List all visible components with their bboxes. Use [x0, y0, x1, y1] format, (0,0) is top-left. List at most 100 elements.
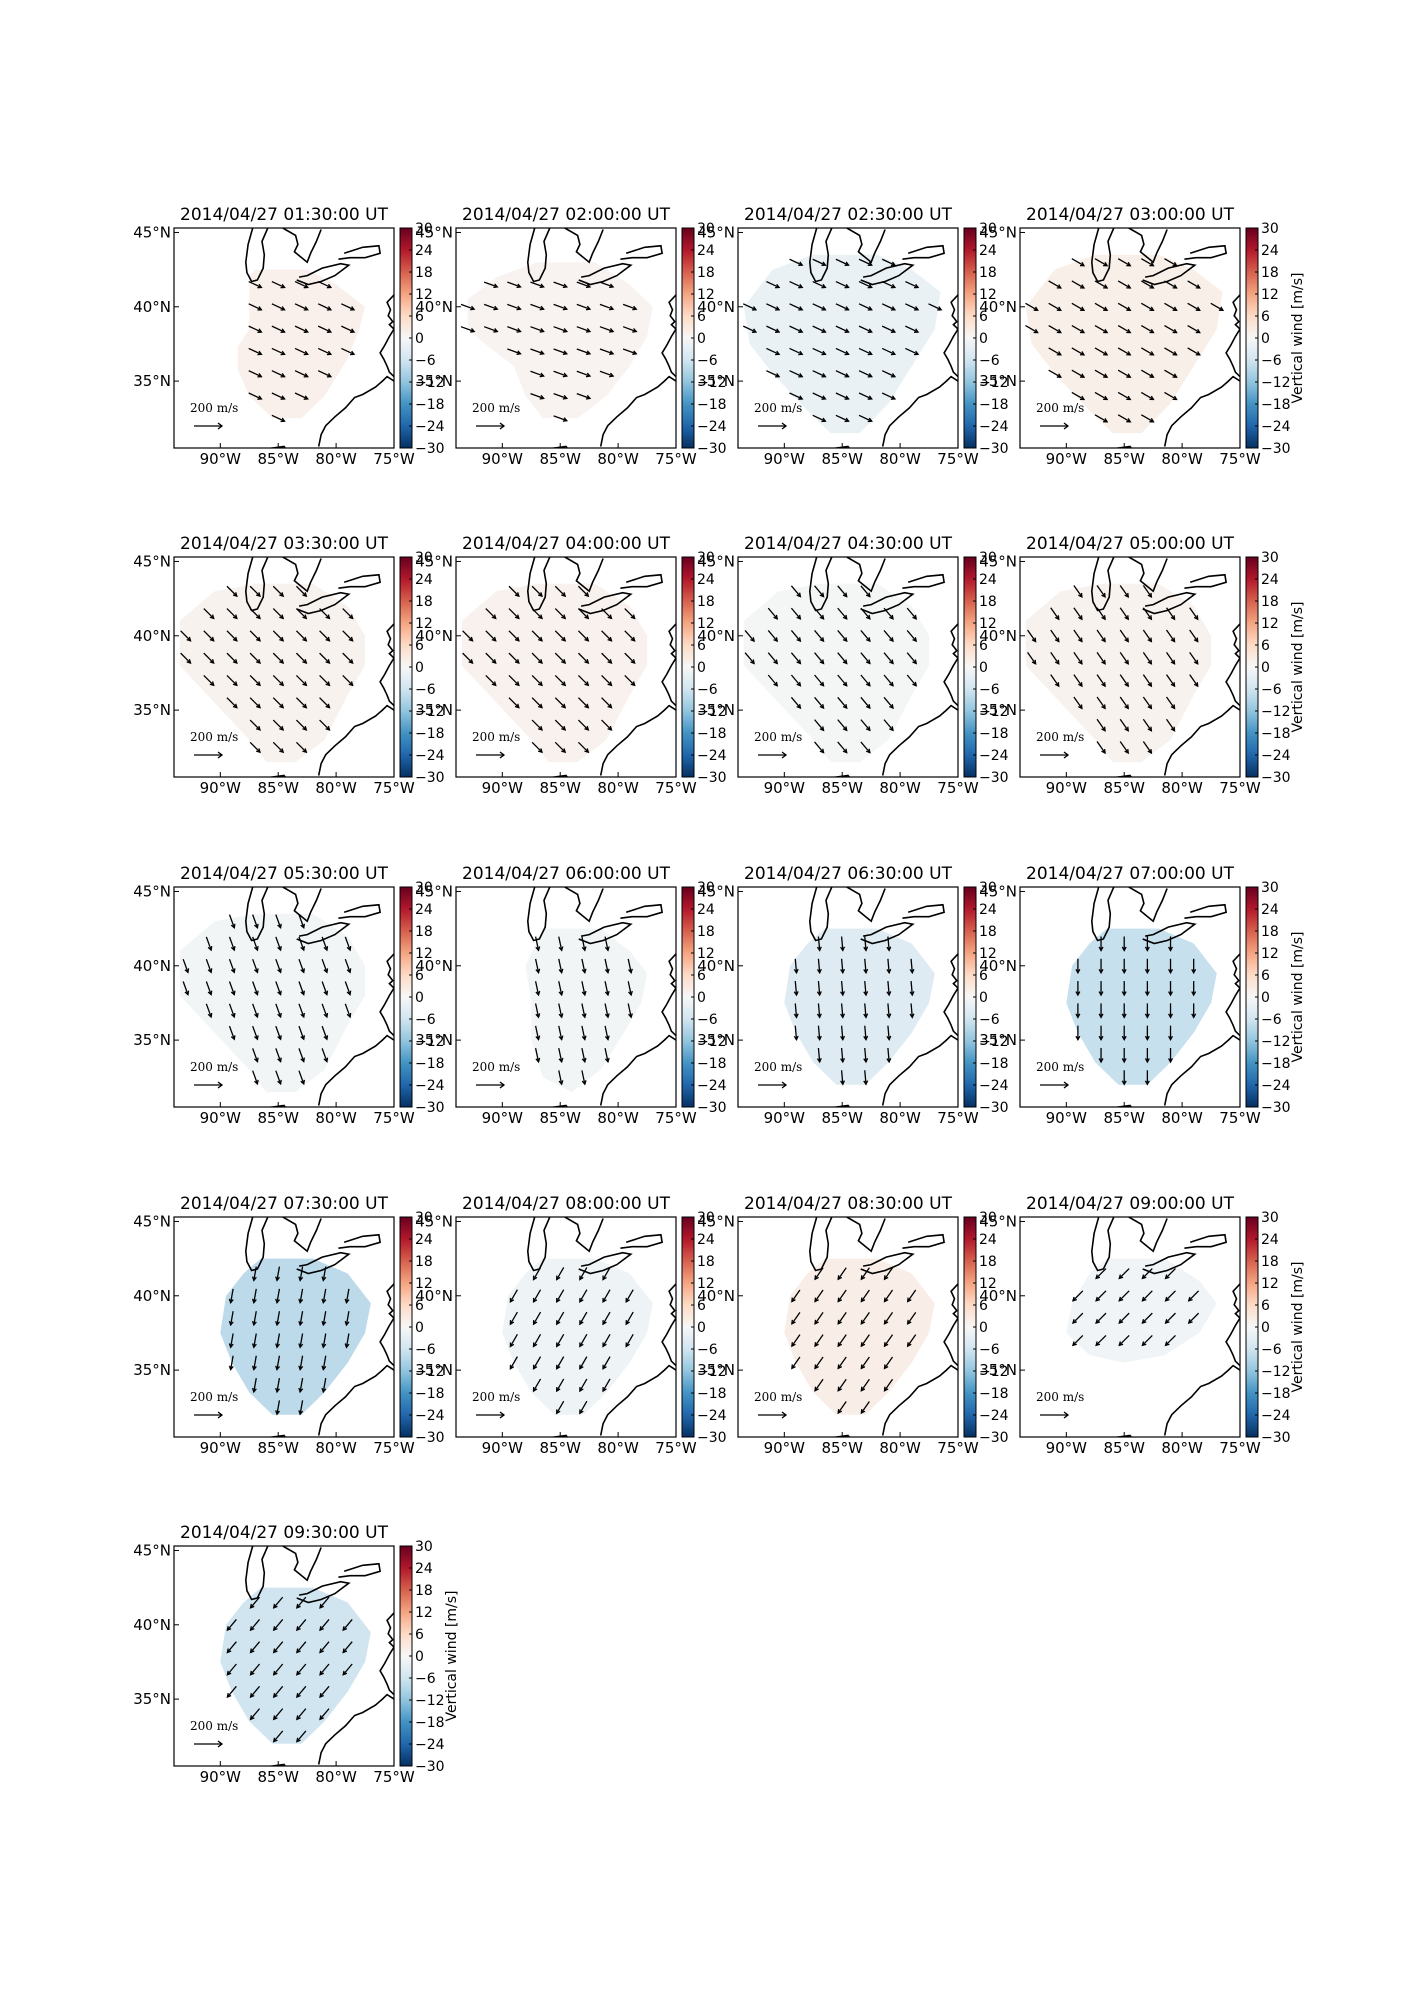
- wind-vector: [928, 303, 943, 311]
- y-tick-label: 40°N: [133, 1287, 171, 1305]
- wind-vector: [814, 1334, 824, 1348]
- wind-vector: [1144, 981, 1150, 997]
- panel-map-area: [784, 1217, 958, 1437]
- wind-vector: [576, 370, 592, 378]
- colorbar-tick-label: −12: [697, 1364, 727, 1380]
- coastline: [881, 1364, 958, 1436]
- colorbar-tick-label: 30: [415, 550, 433, 566]
- panel-frame: [1019, 227, 1241, 449]
- panel-map-area: [179, 557, 394, 777]
- colorbar-tick-label: 6: [1261, 968, 1270, 984]
- colorbar-tick-label: −30: [697, 770, 727, 786]
- wind-vector: [321, 1266, 327, 1282]
- colorbar-tick-label: 6: [415, 968, 424, 984]
- x-tick-label: 90°W: [200, 1768, 242, 1786]
- wind-vector: [604, 1025, 610, 1041]
- wind-vector: [858, 303, 873, 311]
- wind-vector: [530, 303, 545, 311]
- lake-outline: [578, 591, 633, 615]
- coastline: [379, 657, 394, 707]
- wind-vector: [556, 1311, 565, 1326]
- wind-vector: [275, 1400, 281, 1416]
- vertical-wind-region: [784, 1258, 935, 1415]
- wind-vector: [1168, 958, 1174, 975]
- wind-vector: [860, 741, 871, 754]
- colorbar-tick-label: 18: [697, 924, 715, 940]
- wind-vector: [814, 696, 825, 710]
- lake-outline: [902, 1233, 946, 1249]
- wind-vector: [1144, 1047, 1150, 1064]
- wind-vector: [577, 585, 590, 598]
- colorbar-tick-label: 30: [1261, 1210, 1279, 1226]
- wind-vector: [1168, 936, 1174, 952]
- wind-vector: [226, 585, 238, 598]
- wind-vector: [860, 1289, 870, 1303]
- coastline: [386, 953, 394, 989]
- wind-vector: [793, 981, 799, 997]
- colorbar-tick-label: −24: [1261, 419, 1291, 435]
- wind-vector: [1117, 369, 1132, 378]
- x-tick-label: 75°W: [373, 779, 415, 797]
- y-tick-label: 40°N: [415, 627, 453, 645]
- wind-vector: [1168, 1025, 1174, 1042]
- panel-title: 2014/04/27 02:30:00 UT: [744, 205, 953, 225]
- colorbar-tick-label: 6: [415, 1298, 424, 1314]
- wind-vector: [1142, 674, 1153, 688]
- coastline: [379, 1646, 394, 1696]
- y-tick-label: 35°N: [697, 1031, 735, 1049]
- colorbar-tick-label: 24: [1261, 243, 1279, 259]
- colorbar-tick-label: 12: [697, 946, 715, 962]
- wind-vector: [1071, 369, 1086, 378]
- y-tick-label: 35°N: [133, 1690, 171, 1708]
- vertical-wind-region: [1025, 254, 1223, 434]
- wind-vector: [837, 1378, 847, 1392]
- wind-vector: [508, 652, 520, 664]
- wind-vector: [601, 697, 613, 709]
- scale-label: 200 m/s: [1036, 1060, 1084, 1074]
- wind-vector: [249, 1641, 261, 1654]
- wind-vector: [532, 1289, 542, 1304]
- wind-vector: [248, 325, 263, 333]
- wind-vector: [317, 370, 333, 378]
- coastline: [317, 1693, 394, 1765]
- wind-vector: [1095, 1312, 1107, 1324]
- coastline: [599, 1034, 676, 1106]
- wind-vector: [863, 958, 869, 975]
- wind-vector: [577, 652, 590, 664]
- wind-vector: [1073, 629, 1083, 643]
- wind-vector: [816, 1047, 822, 1064]
- y-tick-label: 40°N: [697, 298, 735, 316]
- wind-vector: [252, 1025, 259, 1041]
- wind-vector: [530, 281, 545, 289]
- wind-vector: [837, 696, 848, 710]
- wind-vector: [205, 936, 213, 952]
- wind-vector: [1073, 696, 1083, 710]
- colorbar-tick-label: 30: [697, 550, 715, 566]
- wind-vector: [1191, 1003, 1197, 1019]
- x-tick-label: 75°W: [655, 450, 697, 468]
- wind-vector: [576, 348, 592, 356]
- wind-vector: [816, 981, 822, 997]
- wind-vector: [203, 630, 215, 642]
- wind-vector: [602, 1267, 611, 1281]
- wind-vector: [622, 303, 638, 311]
- wind-vector: [251, 1355, 257, 1371]
- wind-vector: [531, 697, 543, 709]
- colorbar-tick-label: 0: [1261, 990, 1270, 1006]
- colorbar-label: Vertical wind [m/s]: [444, 1591, 460, 1722]
- x-tick-label: 80°W: [879, 450, 921, 468]
- wind-vector: [789, 392, 804, 400]
- lake-outline: [338, 1233, 382, 1249]
- wind-vector: [251, 1377, 257, 1394]
- lake-outline: [846, 887, 886, 923]
- vertical-wind-region: [1025, 583, 1212, 763]
- lake-outline: [860, 921, 915, 945]
- y-tick-label: 35°N: [133, 701, 171, 719]
- wind-vector: [294, 392, 309, 400]
- colorbar-tick-label: 12: [979, 287, 997, 303]
- colorbar-tick-label: 12: [415, 1605, 433, 1621]
- wind-vector: [812, 303, 827, 311]
- colorbar-tick-label: −24: [415, 419, 445, 435]
- wind-vector: [532, 1378, 542, 1393]
- wind-vector: [249, 1619, 261, 1632]
